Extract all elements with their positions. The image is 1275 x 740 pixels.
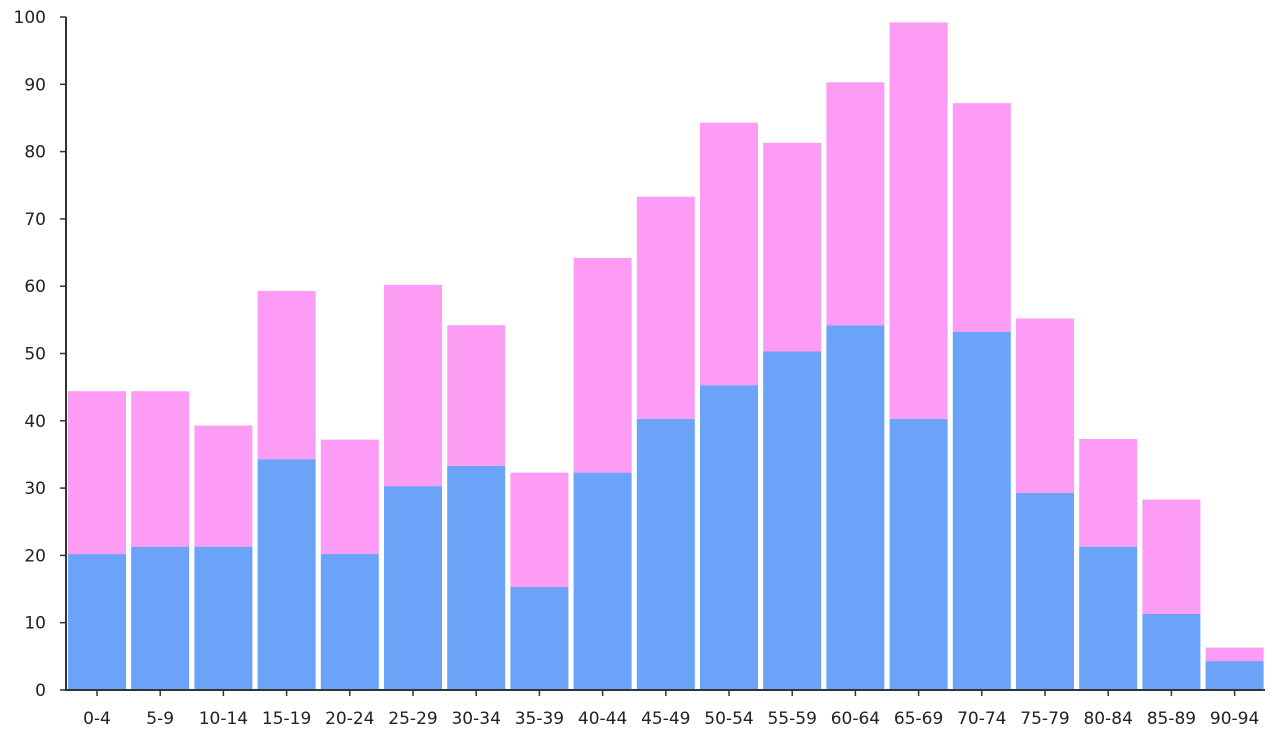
bar-segment-20-24-s1 [320, 554, 379, 690]
bar-segment-55-59-s2 [763, 142, 822, 352]
bar-segment-75-79-s1 [1016, 492, 1074, 690]
bar-segment-0-4-s1 [68, 554, 126, 690]
x-tick-label: 0-4 [83, 709, 111, 729]
y-tick-label: 40 [24, 412, 46, 432]
x-tick-label: 65-69 [894, 709, 943, 729]
x-tick-label: 85-89 [1147, 709, 1196, 729]
bar-segment-25-29-s2 [384, 284, 442, 487]
bar-segment-65-69-s1 [889, 418, 948, 690]
y-axis-ticks: 0 10 20 30 40 50 60 70 80 90 100 [14, 8, 66, 701]
x-tick-label: 80-84 [1083, 709, 1132, 729]
x-tick-label: 50-54 [704, 709, 753, 729]
bar-segment-0-4-s2 [68, 391, 126, 555]
y-tick-label: 60 [24, 277, 46, 297]
x-tick-label: 10-14 [199, 709, 248, 729]
bar-segment-15-19-s1 [257, 459, 316, 690]
bar-segment-10-14-s2 [194, 425, 253, 547]
y-tick-label: 10 [24, 614, 46, 634]
y-tick-label: 50 [24, 345, 46, 365]
y-tick-label: 0 [35, 681, 46, 701]
x-tick-label: 15-19 [262, 709, 311, 729]
bar-segment-50-54-s1 [700, 385, 758, 690]
bar-segment-55-59-s1 [763, 351, 822, 690]
x-axis-ticks: 0-4 5-9 10-14 15-19 20-24 25-29 30-34 35-39 40-4… [83, 690, 1259, 729]
x-tick-label: 30-34 [451, 709, 500, 729]
bar-segment-65-69-s2 [889, 22, 948, 419]
x-tick-label: 60-64 [831, 709, 880, 729]
bar-segment-30-34-s1 [447, 465, 506, 690]
bar-segment-90-94-s1 [1205, 661, 1264, 690]
bars-layer [68, 22, 1264, 690]
bar-segment-35-39-s2 [510, 472, 569, 588]
y-tick-label: 100 [14, 8, 46, 28]
bar-segment-60-64-s1 [826, 325, 885, 690]
x-tick-label: 90-94 [1210, 709, 1259, 729]
bar-segment-30-34-s2 [447, 325, 506, 466]
bar-segment-5-9-s1 [131, 546, 190, 690]
bar-segment-80-84-s2 [1079, 438, 1138, 547]
bar-segment-85-89-s1 [1142, 613, 1201, 690]
bar-segment-5-9-s2 [131, 391, 190, 547]
y-tick-label: 20 [24, 546, 46, 566]
x-tick-label: 20-24 [325, 709, 374, 729]
x-tick-label: 40-44 [578, 709, 627, 729]
bar-segment-90-94-s2 [1205, 647, 1264, 662]
x-tick-label: 45-49 [641, 709, 690, 729]
y-tick-label: 70 [24, 210, 46, 230]
bar-segment-20-24-s2 [320, 439, 379, 555]
bar-segment-45-49-s1 [636, 418, 695, 690]
x-tick-label: 70-74 [957, 709, 1006, 729]
bar-segment-85-89-s2 [1142, 499, 1201, 614]
bar-segment-40-44-s2 [573, 257, 632, 473]
bar-segment-60-64-s2 [826, 82, 885, 326]
bar-segment-45-49-s2 [636, 196, 695, 419]
y-tick-label: 90 [24, 75, 46, 95]
bar-segment-15-19-s2 [257, 290, 316, 460]
y-tick-label: 80 [24, 143, 46, 163]
bar-segment-40-44-s1 [573, 472, 632, 690]
bar-segment-25-29-s1 [384, 486, 442, 690]
bar-segment-50-54-s2 [700, 122, 758, 386]
bar-segment-70-74-s2 [952, 103, 1011, 332]
x-tick-label: 25-29 [388, 709, 437, 729]
bar-segment-70-74-s1 [952, 331, 1011, 690]
x-tick-label: 55-59 [767, 709, 816, 729]
bar-segment-35-39-s1 [510, 587, 569, 690]
x-tick-label: 5-9 [146, 709, 174, 729]
bar-segment-80-84-s1 [1079, 546, 1138, 690]
bar-segment-75-79-s2 [1016, 318, 1074, 493]
y-tick-label: 30 [24, 479, 46, 499]
bar-segment-10-14-s1 [194, 546, 253, 690]
x-tick-label: 35-39 [515, 709, 564, 729]
x-tick-label: 75-79 [1020, 709, 1069, 729]
